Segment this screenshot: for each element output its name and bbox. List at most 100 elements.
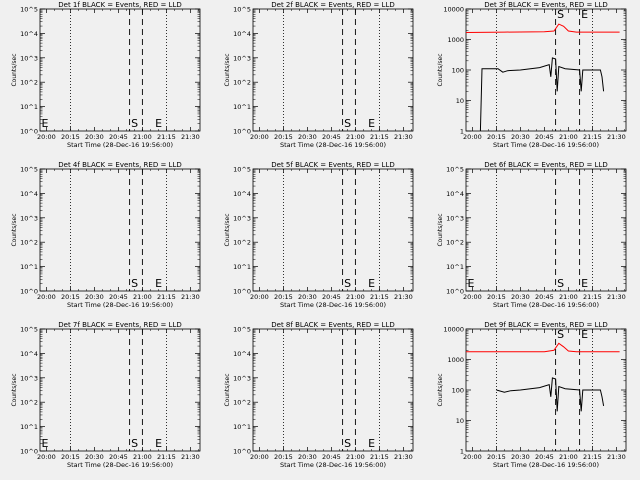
y-tick-label: 10^3 (233, 54, 251, 62)
x-tick-label: 20:15 (274, 133, 293, 141)
x-tick-label: 21:15 (157, 293, 176, 301)
x-tick-label: 20:00 (463, 453, 482, 461)
x-tick-label: 20:00 (37, 453, 56, 461)
x-tick-label: 20:00 (250, 133, 269, 141)
y-tick-label: 10^1 (233, 263, 251, 271)
y-tick-label: 10^4 (233, 30, 251, 38)
x-tick-label: 21:15 (157, 453, 176, 461)
y-tick-label: 10^5 (20, 166, 38, 174)
chart-title: Det 3f BLACK = Events, RED = LLD (484, 1, 607, 9)
x-tick-label: 20:30 (511, 453, 530, 461)
x-tick-label: 20:30 (85, 133, 104, 141)
x-tick-label: 20:00 (37, 133, 56, 141)
data-series-line (479, 57, 605, 132)
plot-frame (39, 328, 201, 452)
time-marker-label: E (155, 117, 162, 130)
y-tick-label: 10^0 (233, 128, 251, 136)
y-tick-label: 10^1 (20, 263, 38, 271)
x-tick-label: 20:15 (487, 133, 506, 141)
time-marker-label: S (557, 8, 564, 21)
x-axis-label: Start Time (28-Dec-16 19:56:00) (67, 461, 173, 469)
y-tick-label: 10 (456, 417, 464, 425)
x-tick-label: 20:15 (61, 293, 80, 301)
x-tick-label: 20:15 (274, 293, 293, 301)
plot-frame (252, 328, 414, 452)
time-marker-label: S (344, 117, 351, 130)
x-tick-label: 20:45 (322, 133, 341, 141)
x-tick-label: 21:00 (559, 133, 578, 141)
x-tick-label: 20:45 (109, 453, 128, 461)
x-tick-label: 21:30 (181, 293, 200, 301)
y-tick-label: 10^5 (233, 6, 251, 14)
y-tick-label: 10^0 (446, 288, 464, 296)
y-tick-label: 10^2 (233, 239, 251, 247)
chart-title: Det 6f BLACK = Events, RED = LLD (484, 161, 607, 169)
x-tick-label: 21:00 (346, 453, 365, 461)
x-tick-label: 20:45 (535, 133, 554, 141)
y-tick-label: 10^0 (233, 448, 251, 456)
x-tick-label: 21:30 (394, 453, 413, 461)
x-tick-label: 20:45 (535, 453, 554, 461)
chart-title: Det 4f BLACK = Events, RED = LLD (58, 161, 181, 169)
x-tick-label: 20:15 (487, 293, 506, 301)
time-marker-label: S (131, 117, 138, 130)
time-marker-label: E (155, 437, 162, 450)
y-tick-label: 1 (460, 128, 464, 136)
time-marker-label: E (368, 277, 375, 290)
y-tick-label: 10^4 (20, 30, 38, 38)
chart-panel: Det 5f BLACK = Events, RED = LLD Counts/s… (224, 161, 414, 309)
y-tick-label: 10 (456, 97, 464, 105)
x-tick-label: 21:30 (181, 133, 200, 141)
x-tick-label: 21:30 (607, 453, 626, 461)
x-tick-label: 21:30 (607, 293, 626, 301)
time-marker-label: E (368, 117, 375, 130)
chart-title: Det 9f BLACK = Events, RED = LLD (484, 321, 607, 329)
x-tick-label: 20:30 (85, 293, 104, 301)
y-tick-label: 10^2 (233, 79, 251, 87)
y-tick-label: 10^3 (446, 214, 464, 222)
x-tick-label: 20:15 (487, 453, 506, 461)
y-tick-label: 10^1 (233, 423, 251, 431)
x-tick-label: 20:15 (274, 453, 293, 461)
x-tick-label: 21:15 (583, 293, 602, 301)
plot-frame (465, 168, 627, 292)
x-tick-label: 21:00 (559, 453, 578, 461)
x-tick-label: 20:30 (298, 293, 317, 301)
y-tick-label: 10^3 (233, 214, 251, 222)
y-tick-label: 10^1 (20, 423, 38, 431)
y-tick-label: 10^2 (233, 399, 251, 407)
data-series-line (465, 23, 620, 33)
x-tick-label: 20:00 (37, 293, 56, 301)
y-tick-label: 10^5 (20, 6, 38, 14)
x-tick-label: 21:15 (370, 453, 389, 461)
y-axis-label: Counts/sec (437, 373, 444, 406)
y-tick-label: 10^2 (20, 79, 38, 87)
y-tick-label: 1000 (447, 356, 464, 364)
x-axis-label: Start Time (28-Dec-16 19:56:00) (493, 141, 599, 149)
y-axis-label: Counts/sec (224, 373, 231, 406)
x-tick-label: 20:30 (511, 293, 530, 301)
x-tick-label: 20:00 (250, 293, 269, 301)
x-axis-label: Start Time (28-Dec-16 19:56:00) (493, 461, 599, 469)
plot-frame (465, 8, 627, 132)
time-marker-label: S (557, 277, 564, 290)
y-tick-label: 10^5 (20, 326, 38, 334)
y-tick-label: 10^2 (20, 239, 38, 247)
chart-title: Det 7f BLACK = Events, RED = LLD (58, 321, 181, 329)
y-tick-label: 10^3 (20, 54, 38, 62)
x-tick-label: 21:30 (607, 133, 626, 141)
x-tick-label: 21:00 (559, 293, 578, 301)
chart-title: Det 5f BLACK = Events, RED = LLD (271, 161, 394, 169)
chart-panel: Det 3f BLACK = Events, RED = LLD Counts/s… (437, 1, 627, 149)
y-tick-label: 10^1 (233, 103, 251, 111)
x-tick-label: 20:00 (463, 133, 482, 141)
time-marker-label: S (344, 277, 351, 290)
plot-frame (252, 8, 414, 132)
x-axis-label: Start Time (28-Dec-16 19:56:00) (67, 301, 173, 309)
time-marker-label: E (581, 277, 588, 290)
x-tick-label: 21:15 (583, 453, 602, 461)
time-marker-label: S (131, 437, 138, 450)
x-tick-label: 20:15 (61, 133, 80, 141)
y-axis-label: Counts/sec (11, 213, 18, 246)
